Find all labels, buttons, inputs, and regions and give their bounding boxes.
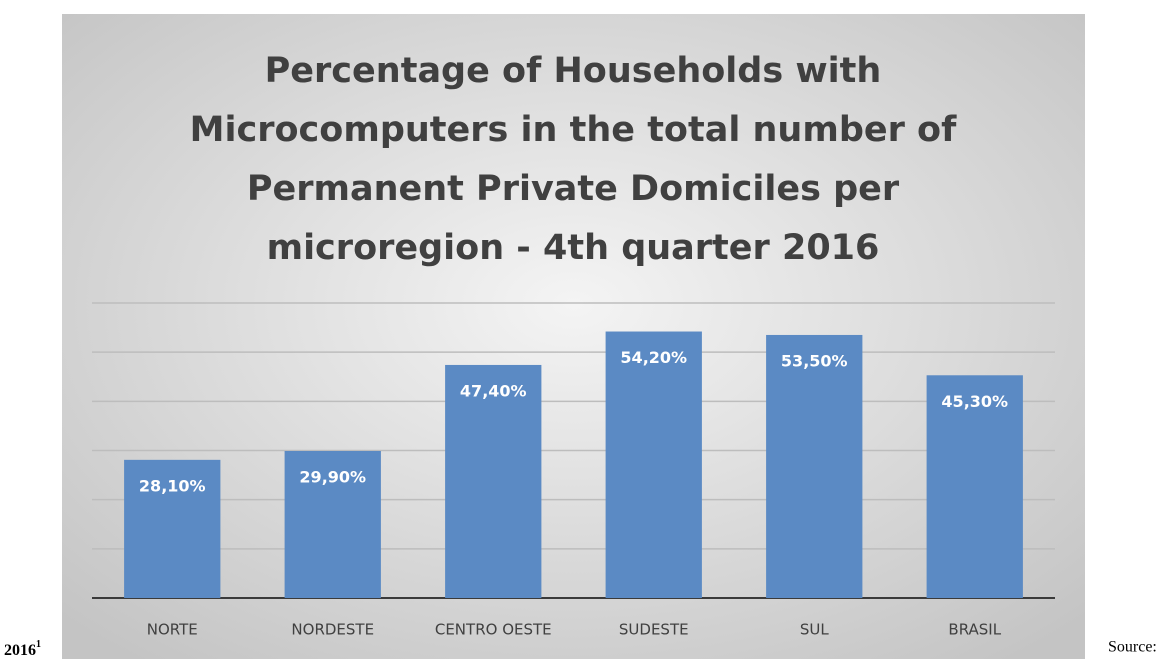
bar [445,364,542,598]
bar [605,331,702,598]
note-superscript: 1 [36,639,41,650]
bar [766,334,863,598]
data-label: 29,90% [299,467,366,486]
note-text: 2016 [4,642,36,659]
x-tick-label: BRASIL [948,621,1001,639]
x-tick-label: NORDESTE [291,621,374,639]
chart-title: Microcomputers in the total number of [190,110,957,150]
data-label: 53,50% [781,351,848,370]
bar [284,450,381,598]
note: 20161 [4,639,41,658]
chart-background [62,14,1085,659]
x-tick-label: NORTE [147,621,198,639]
data-label: 45,30% [941,392,1008,411]
data-label: 47,40% [460,381,527,400]
x-tick-label: CENTRO OESTE [435,621,552,639]
data-label: 28,10% [139,476,206,495]
bar [124,459,221,598]
chart-title: microregion - 4th quarter 2016 [267,228,880,268]
chart-title: Permanent Private Domiciles per [247,169,900,209]
bar [926,375,1023,598]
data-label: 54,20% [620,348,687,367]
source: Source: [1108,639,1157,656]
x-tick-label: SUDESTE [619,621,689,639]
x-tick-label: SUL [800,621,830,639]
chart-title: Percentage of Households with [265,51,882,91]
